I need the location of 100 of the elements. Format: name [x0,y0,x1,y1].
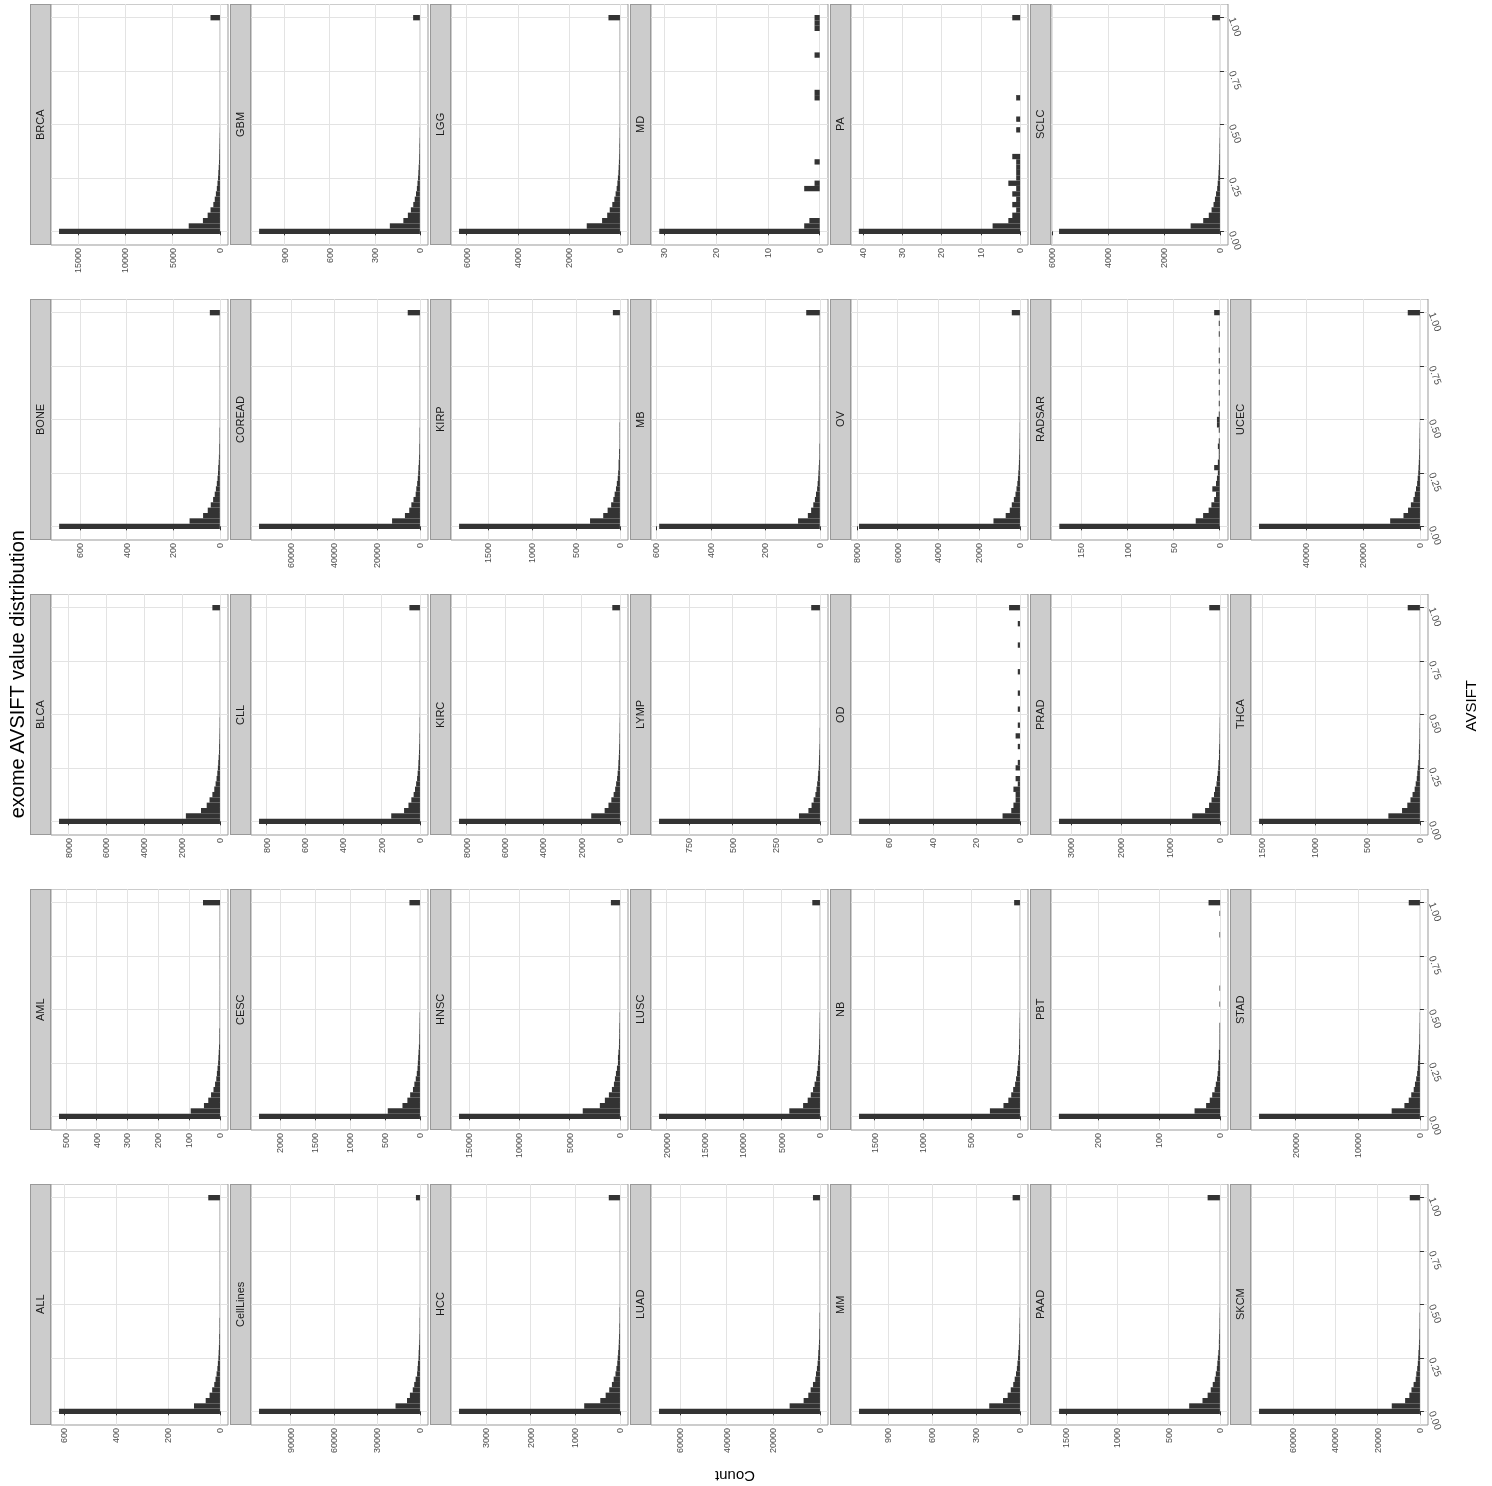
x-tick-label: 20000 [372,543,383,569]
text: LUAD [630,1184,651,1425]
x-tick-label: 750 [683,838,694,854]
y-tick-label: 0.50 [1226,122,1244,146]
text: PAAD [1030,1184,1051,1425]
x-tick-label: 10 [762,248,773,259]
y-tick-label: 0.75 [1426,364,1444,387]
x-tick-label: 500 [570,543,581,559]
text: RADSAR [1030,299,1051,540]
text: SKCM [1230,1184,1251,1425]
x-tick-label: 6000 [892,543,903,564]
x-tick-label: 40 [927,838,938,849]
y-tick-label: 1.00 [1426,1195,1444,1219]
x-tick-label: 900 [279,248,290,264]
y-tick-label: 1.00 [1426,900,1444,924]
x-tick-label: 20000 [1372,1428,1383,1454]
x-tick-label: 900 [883,1428,894,1444]
x-tick-label: 400 [121,543,132,559]
x-tick-label: 20000 [1358,543,1369,569]
x-tick-label: 0 [214,838,225,844]
text: UCEC [1230,299,1251,540]
text: MM [830,1184,851,1425]
x-tick-label: 2000 [177,838,188,859]
x-tick-label: 400 [111,1428,122,1444]
x-tick-label: 2000 [563,248,574,269]
y-tick-label: 0.75 [1426,659,1444,682]
x-tick-label: 8000 [852,543,863,564]
text: ALL [30,1184,51,1425]
x-tick-label: 60 [884,838,895,849]
x-tick-label: 15000 [700,1133,711,1159]
text: KIRP [430,299,451,540]
x-tick-label: 500 [1163,1428,1174,1444]
y-tick-label: 1.00 [1226,15,1244,39]
text: AVSIFT [1462,680,1479,732]
x-tick-label: 4000 [1103,248,1114,269]
x-tick-label: 6000 [101,838,112,859]
x-tick-label: 600 [300,838,311,854]
x-tick-label: 200 [163,1428,174,1444]
x-tick-label: 0 [814,1133,825,1139]
x-tick-label: 0 [1414,543,1425,549]
x-tick-label: 1500 [1061,1428,1072,1449]
y-tick-label: 0.75 [1226,69,1244,92]
x-tick-label: 15000 [464,1133,475,1159]
x-tick-label: 100 [184,1133,195,1149]
x-tick-label: 0 [1014,543,1025,549]
x-tick-label: 400 [91,1133,102,1149]
x-tick-label: 500 [1362,838,1373,854]
x-tick-label: 100 [1122,543,1133,559]
x-tick-label: 250 [771,838,782,854]
text: STAD [1230,889,1251,1130]
x-tick-label: 10000 [738,1133,749,1159]
x-tick-label: 600 [651,543,662,559]
x-tick-label: 4000 [139,838,150,859]
y-tick-label: 0.25 [1426,1356,1444,1379]
x-tick-label: 500 [966,1133,977,1149]
x-tick-label: 300 [369,248,380,264]
x-tick-label: 1000 [1165,838,1176,859]
x-tick-label: 300 [122,1133,133,1149]
text: PA [830,4,851,245]
x-tick-label: 40 [857,248,868,259]
x-tick-label: 30000 [371,1428,382,1454]
y-tick-label: 0.25 [1426,766,1444,789]
x-tick-label: 600 [75,543,86,559]
x-tick-label: 1000 [1309,838,1320,859]
x-tick-label: 20000 [768,1428,779,1454]
y-tick-label: 0.25 [1226,176,1244,199]
y-tick-label: 0.00 [1426,1114,1444,1137]
x-tick-label: 20 [971,838,982,849]
x-tick-label: 0 [414,1428,425,1434]
x-tick-label: 40000 [1301,543,1312,569]
text: HCC [430,1184,451,1425]
x-tick-label: 1500 [869,1133,880,1154]
x-tick-label: 0 [1014,838,1025,844]
x-tick-label: 300 [971,1428,982,1444]
x-tick-label: 5000 [167,248,178,269]
x-tick-label: 1500 [1257,838,1268,859]
text: BONE [30,299,51,540]
x-tick-label: 20 [711,248,722,259]
x-tick-label: 30 [659,248,670,259]
x-tick-label: 500 [60,1133,71,1149]
x-tick-label: 20 [936,248,947,259]
y-tick-label: 0.75 [1426,1249,1444,1272]
x-tick-label: 200 [153,1133,164,1149]
x-tick-label: 0 [414,543,425,549]
text: CellLines [230,1184,251,1425]
x-tick-label: 0 [814,248,825,254]
x-tick-label: 60000 [1287,1428,1298,1454]
x-tick-label: 0 [214,1133,225,1139]
x-tick-label: 0 [1214,248,1225,254]
y-tick-label: 0.00 [1426,524,1444,547]
text: SCLC [1030,4,1051,245]
x-tick-label: 40000 [329,543,340,569]
x-tick-label: 60000 [675,1428,686,1454]
x-tick-label: 0 [1414,838,1425,844]
x-tick-label: 0 [214,1428,225,1434]
text: LUSC [630,889,651,1130]
x-tick-label: 3000 [1066,838,1077,859]
x-tick-label: 0 [414,1133,425,1139]
x-tick-label: 10000 [120,248,131,274]
text: BRCA [30,4,51,245]
